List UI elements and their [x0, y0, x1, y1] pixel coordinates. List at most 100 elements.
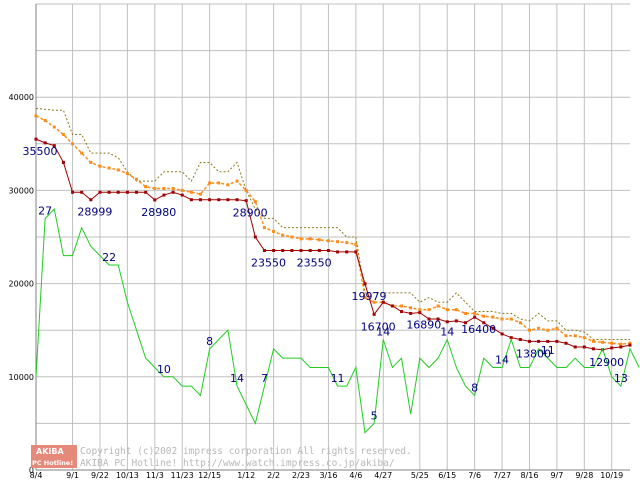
x-tick-label: 7/6: [468, 471, 481, 480]
series-point-price-min: [409, 311, 413, 315]
series-point-price-avg: [537, 326, 541, 330]
y-tick-label: 10000: [9, 373, 34, 382]
logo-top-text: AKIBA: [36, 447, 64, 456]
series-point-price-avg: [464, 311, 468, 315]
series-point-price-min: [52, 144, 56, 148]
x-tick-label: 8/4: [30, 471, 43, 480]
series-point-price-min: [555, 339, 559, 343]
series-point-price-avg: [527, 328, 531, 332]
series-line-price-max: [35, 107, 630, 341]
series-point-price-min: [500, 332, 504, 336]
data-label: 16700: [361, 320, 396, 333]
series-point-price-avg: [308, 237, 312, 241]
series-point-price-min: [509, 336, 513, 340]
logo-bottom-text: PC Hotline!: [32, 459, 73, 467]
x-tick-label: 10/13: [116, 471, 139, 480]
x-tick-label: 7/27: [493, 471, 511, 480]
series-point-price-avg: [409, 306, 413, 310]
x-tick-label: 5/25: [411, 471, 429, 480]
series-point-price-min: [299, 249, 303, 253]
series-point-price-min: [445, 320, 449, 324]
series-point-price-avg: [427, 308, 431, 312]
series-point-price-min: [171, 190, 175, 194]
y-tick-label: 40000: [9, 93, 34, 102]
series-point-price-avg: [107, 166, 111, 170]
x-tick-label: 9/1: [66, 471, 79, 480]
series-line-price-min: [35, 138, 631, 351]
x-tick-label: 3/16: [319, 471, 337, 480]
series-point-price-avg: [281, 233, 285, 237]
data-label: 14: [440, 326, 454, 339]
series-point-price-avg: [189, 190, 193, 194]
data-label: 10: [157, 363, 171, 376]
series-point-price-min: [527, 339, 531, 343]
y-axis-ticks: 0 10000 20000 30000 40000: [9, 93, 34, 475]
series-point-price-avg: [153, 187, 157, 191]
series-point-price-min: [473, 315, 477, 319]
series-point-price-min: [125, 190, 129, 194]
x-tick-label: 4/6: [349, 471, 362, 480]
series-point-price-avg: [491, 315, 495, 319]
copyright-line-1: Copyright (c)2002 impress corporation Al…: [80, 446, 412, 457]
series-point-price-avg: [290, 235, 294, 239]
data-label: 13: [614, 372, 628, 385]
data-label: 23550: [251, 257, 286, 270]
series-point-price-avg: [208, 181, 212, 185]
series-point-price-min: [98, 190, 102, 194]
series-point-price-avg: [546, 328, 550, 332]
series-point-price-min: [436, 317, 440, 321]
x-axis-ticks: 8/4 9/1 9/22 10/13 11/3 11/23 12/15 1/12 2/2 2/23…: [30, 471, 624, 480]
series-point-price-min: [400, 310, 404, 314]
series-point-price-min: [290, 249, 294, 253]
series-line-shop-count: [35, 208, 640, 434]
series-point-price-min: [217, 198, 221, 202]
series-point-price-min: [34, 137, 38, 141]
x-tick-label: 11/23: [171, 471, 194, 480]
series-point-price-avg: [555, 326, 559, 330]
series-point-price-min: [180, 193, 184, 197]
series-point-price-min: [628, 343, 632, 347]
series-point-price-avg: [336, 240, 340, 244]
series-point-price-min: [427, 317, 431, 321]
series-point-price-avg: [436, 304, 440, 308]
series-point-price-min: [418, 311, 422, 315]
series-point-price-min: [253, 235, 257, 239]
series-point-price-min: [336, 250, 340, 254]
x-tick-label: 9/7: [550, 471, 563, 480]
series-point-price-min: [162, 193, 166, 197]
series-point-price-avg: [272, 229, 276, 233]
series-point-price-min: [363, 282, 367, 286]
series-point-price-avg: [317, 238, 321, 242]
series-point-price-min: [89, 198, 93, 202]
series-point-price-avg: [372, 300, 376, 304]
x-tick-label: 4/27: [374, 471, 392, 480]
series-point-price-avg: [198, 192, 202, 196]
series-point-price-min: [591, 347, 595, 351]
series-point-price-min: [153, 198, 157, 202]
series-point-price-min: [354, 250, 358, 254]
series-point-price-avg: [299, 237, 303, 241]
series-point-price-avg: [573, 334, 577, 338]
series-point-price-avg: [582, 336, 586, 340]
axes: [35, 4, 630, 471]
data-label: 22: [102, 251, 116, 264]
y-tick-label: 0: [29, 466, 34, 475]
series-point-price-min: [272, 249, 276, 253]
data-label: 11: [331, 372, 345, 385]
data-label: 16890: [406, 319, 441, 332]
series-point-price-min: [61, 160, 65, 164]
series-point-price-avg: [445, 308, 449, 312]
logo: AKIBA PC Hotline!: [31, 445, 77, 468]
series-point-price-min: [518, 338, 522, 342]
series-point-price-min: [80, 190, 84, 194]
x-tick-label: 1/12: [237, 471, 255, 480]
series-point-price-min: [226, 198, 230, 202]
series-point-price-avg: [34, 114, 38, 118]
series-point-price-avg: [418, 308, 422, 312]
data-label: 19979: [351, 290, 386, 303]
data-label: 8: [206, 335, 213, 348]
series-group: [34, 107, 640, 434]
y-tick-label: 20000: [9, 280, 34, 289]
series-point-price-min: [390, 304, 394, 308]
series-point-price-avg: [400, 304, 404, 308]
